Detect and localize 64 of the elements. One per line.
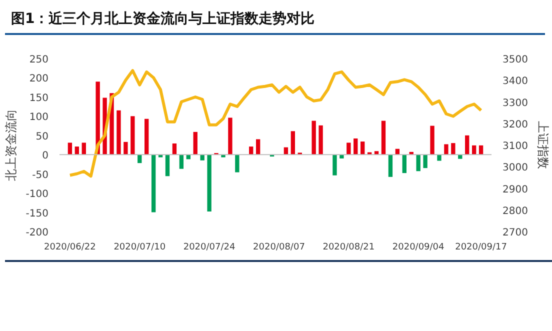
y-tick-label: 150	[29, 92, 49, 104]
y-tick-label: -50	[32, 170, 49, 181]
y2-axis-title: 上证指数	[536, 121, 550, 169]
x-tick-label: 2020/07/24	[183, 242, 236, 252]
y2-tick-label: 3100	[502, 141, 528, 152]
y2-tick-label: 3200	[502, 119, 528, 130]
bar	[207, 154, 212, 212]
bar	[423, 154, 428, 168]
bar	[430, 126, 434, 155]
bar	[179, 154, 184, 169]
bar	[451, 143, 456, 155]
bar	[228, 118, 232, 155]
y-tick-label: 250	[29, 54, 49, 66]
bar	[235, 154, 240, 172]
y2-tick-label: 3400	[502, 76, 528, 88]
bar	[82, 142, 86, 155]
x-tick-label: 2020/08/21	[322, 242, 375, 252]
bar	[138, 154, 142, 164]
bar	[144, 118, 149, 155]
bar	[193, 132, 198, 155]
bar	[68, 142, 72, 155]
line-series	[68, 69, 483, 178]
bar	[312, 120, 316, 155]
chart-title: 图1：近三个月北上资金流向与上证指数走势对比	[11, 10, 315, 29]
bar	[165, 154, 170, 176]
bar	[444, 144, 448, 155]
y2-tick-label: 2900	[502, 184, 528, 196]
bar	[354, 138, 358, 155]
bar	[388, 154, 393, 177]
bar	[381, 120, 386, 155]
bar	[402, 154, 406, 174]
y-tick-label: -200	[26, 228, 49, 238]
bar	[332, 154, 337, 176]
y-tick-label: 200	[29, 74, 49, 85]
bar	[360, 142, 365, 155]
y2-tick-label: 2700	[502, 228, 528, 238]
bar	[346, 142, 351, 155]
bar	[130, 116, 135, 155]
y-tick-label: 50	[36, 131, 49, 142]
bar	[465, 135, 470, 155]
y2-tick-label: 3500	[502, 54, 528, 66]
bar	[116, 110, 121, 155]
x-tick-label: 2020/07/10	[114, 242, 166, 252]
x-tick-label: 2020/08/07	[253, 242, 305, 252]
bar	[172, 143, 177, 155]
x-tick-label: 2020/09/17	[455, 242, 507, 252]
y-tick-label: -150	[26, 208, 49, 220]
bar	[437, 154, 442, 161]
bar	[416, 154, 420, 172]
bar	[124, 142, 128, 155]
y2-tick-label: 3300	[502, 98, 528, 109]
y-axis-title: 北上资金流向	[4, 109, 18, 181]
y-tick-label: -100	[26, 189, 49, 200]
bar	[151, 154, 156, 212]
bar	[256, 139, 260, 155]
y-tick-label: 0	[42, 150, 49, 162]
y2-tick-label: 3000	[502, 162, 528, 174]
bar	[290, 131, 296, 155]
bar	[200, 154, 204, 160]
y2-tick-label: 2800	[502, 206, 528, 217]
y-tick-label: 100	[29, 112, 49, 124]
x-tick-label: 2020/06/22	[44, 242, 96, 252]
x-tick-label: 2020/09/04	[392, 242, 445, 252]
bar	[318, 125, 323, 155]
